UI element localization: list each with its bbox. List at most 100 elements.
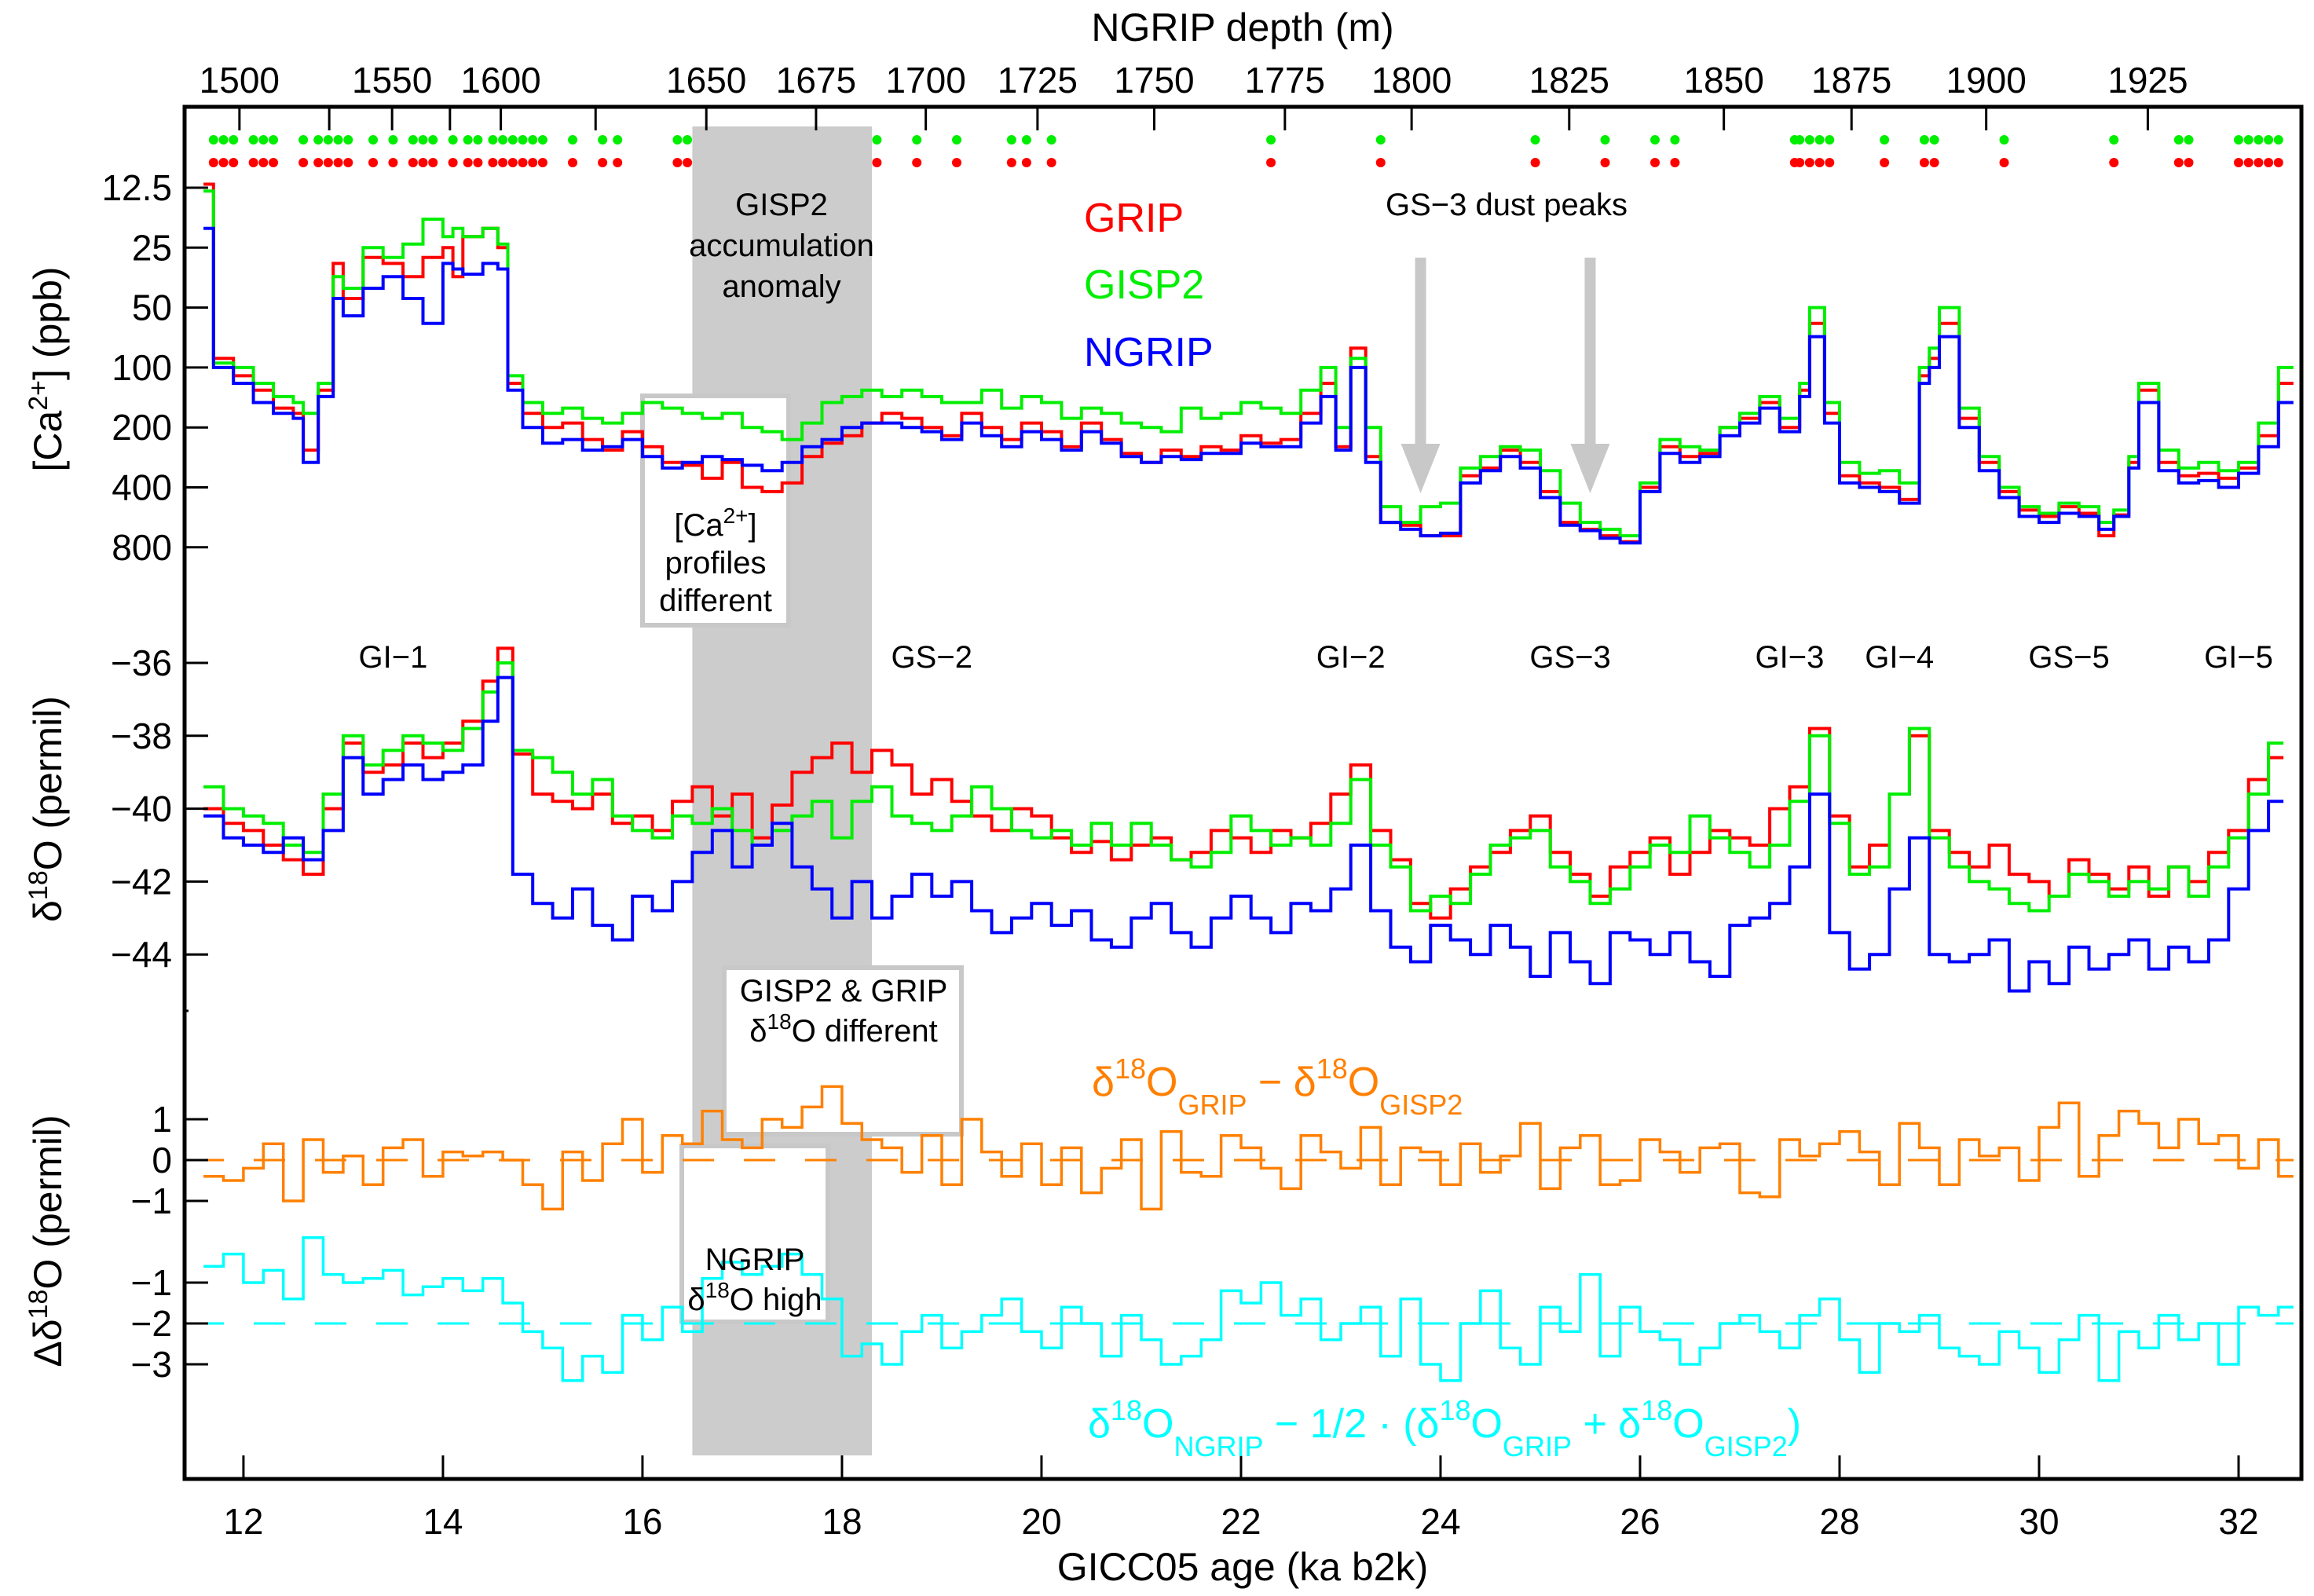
gisp2-tie-marker (2264, 135, 2274, 145)
x-tick-label: 16 (622, 1501, 662, 1542)
y-tick-label-cyan: −3 (131, 1344, 172, 1385)
grip-tie-marker (448, 158, 458, 167)
grip-tie-marker (568, 158, 578, 167)
grip-tie-marker (368, 158, 379, 167)
y-tick-label-calcium: 200 (112, 407, 172, 448)
svg-text:GISP2 & GRIP: GISP2 & GRIP (740, 974, 948, 1008)
gisp2-tie-marker (313, 135, 324, 145)
grip-tie-marker (408, 158, 418, 167)
gisp2-tie-marker (507, 135, 518, 145)
gisp2-tie-marker (1530, 135, 1540, 145)
grip-tie-marker (258, 158, 269, 167)
gisp2-tie-marker (473, 135, 483, 145)
gisp2-tie-marker (528, 135, 538, 145)
gisp2-tie-marker (408, 135, 418, 145)
gisp2-tie-marker (1825, 135, 1835, 145)
gisp2-tie-marker (2109, 135, 2119, 145)
y-axis-title-delta: Δδ18O (permil) (24, 1115, 70, 1367)
top-tick-label: 1925 (2107, 60, 2188, 101)
gisp2-tie-marker (208, 135, 218, 145)
ngrip-high-box (679, 1144, 830, 1324)
svg-text:different: different (659, 584, 772, 618)
gisp2-tie-marker (2243, 135, 2254, 145)
gisp2-tie-marker (488, 135, 498, 145)
grip-tie-marker (229, 158, 239, 167)
y-axis-title-calcium: [Ca2+] (ppb) (24, 266, 70, 471)
gisp2-tie-marker (1046, 135, 1056, 145)
grip-tie-marker (528, 158, 538, 167)
svg-text:profiles: profiles (665, 546, 767, 580)
gisp2-tie-marker (248, 135, 258, 145)
top-tick-label: 1500 (200, 60, 280, 101)
delta-series-ngrip-minus-mean (203, 1236, 2294, 1382)
ca-profiles-box (640, 394, 791, 628)
legend-grip: GRIP (1084, 196, 1184, 241)
grip-tie-marker (2264, 158, 2274, 167)
ngrip-high-label: NGRIP δ18O high (687, 1243, 822, 1317)
x-tick-label: 20 (1021, 1501, 1061, 1542)
formula-ngrip-minus-mean: δ18ONGRIP − 1/2 · (δ18OGRIP + δ18OGISP2) (1088, 1394, 1801, 1462)
event-label: GS−5 (2028, 640, 2109, 675)
grip-tie-marker (672, 158, 683, 167)
top-tick-label: 1650 (666, 60, 746, 101)
y-tick-label-orange: −1 (131, 1181, 172, 1221)
d18o-series-grip (203, 646, 2284, 920)
event-label: GS−3 (1529, 640, 1610, 675)
gisp2-tie-marker (1670, 135, 1680, 145)
x-tick-label: 26 (1620, 1501, 1660, 1542)
gisp2-tie-marker (388, 135, 398, 145)
gisp2-tie-marker (1375, 135, 1386, 145)
gisp2-tie-marker (1650, 135, 1660, 145)
event-label: GI−5 (2204, 640, 2273, 675)
grip-tie-marker (613, 158, 623, 167)
grip-tie-marker (1929, 158, 1939, 167)
grip-tie-marker (1375, 158, 1386, 167)
gisp2-tie-marker (1814, 135, 1825, 145)
grip-tie-marker (2184, 158, 2194, 167)
svg-text:NGRIP: NGRIP (705, 1243, 805, 1277)
grip-tie-marker (1600, 158, 1610, 167)
y-tick-label-orange: 0 (152, 1140, 172, 1181)
gisp2-tie-marker (1919, 135, 1929, 145)
grip-tie-marker (463, 158, 473, 167)
grip-tie-marker (872, 158, 882, 167)
x-tick-label: 14 (423, 1501, 463, 1542)
gisp2-tie-marker (1021, 135, 1031, 145)
grip-tie-marker (1650, 158, 1660, 167)
grip-tie-marker (488, 158, 498, 167)
dust-arrow-head (1570, 444, 1610, 493)
y-tick-label-calcium: 50 (132, 287, 172, 328)
grip-tie-marker (1814, 158, 1825, 167)
formula-grip-minus-gisp2: δ18OGRIP − δ18OGISP2 (1092, 1052, 1463, 1121)
gisp2-tie-marker (1880, 135, 1890, 145)
y-tick-label-calcium: 800 (112, 527, 172, 568)
y-tick-label-calcium: 25 (132, 227, 172, 268)
top-tick-label: 1750 (1114, 60, 1194, 101)
gisp2-tie-marker (323, 135, 333, 145)
top-tick-label: 1875 (1811, 60, 1891, 101)
tie-point-markers (208, 135, 2283, 167)
gisp2-tie-marker (1006, 135, 1016, 145)
y-axis-title-d18o: δ18O (permil) (24, 696, 70, 922)
dust-peaks-label: GS−3 dust peaks (1386, 188, 1627, 222)
calcium-series-grip (203, 182, 2294, 544)
grip-tie-marker (598, 158, 608, 167)
grip-tie-marker (952, 158, 962, 167)
grip-tie-marker (388, 158, 398, 167)
top-tick-label: 1675 (776, 60, 856, 101)
gisp2-tie-marker (448, 135, 458, 145)
gisp2-tie-marker (1600, 135, 1610, 145)
grip-tie-marker (912, 158, 922, 167)
x-tick-label: 18 (822, 1501, 862, 1542)
gisp2-tie-marker (258, 135, 269, 145)
grip-tie-marker (333, 158, 343, 167)
gisp2-tie-marker (229, 135, 239, 145)
gisp2-tie-marker (1266, 135, 1276, 145)
grip-tie-marker (1670, 158, 1680, 167)
dust-arrow-head (1400, 444, 1441, 493)
grip-tie-marker (298, 158, 309, 167)
x-tick-label: 12 (223, 1501, 263, 1542)
svg-text:[Ca2+]: [Ca2+] (674, 503, 756, 543)
grip-tie-marker (269, 158, 279, 167)
